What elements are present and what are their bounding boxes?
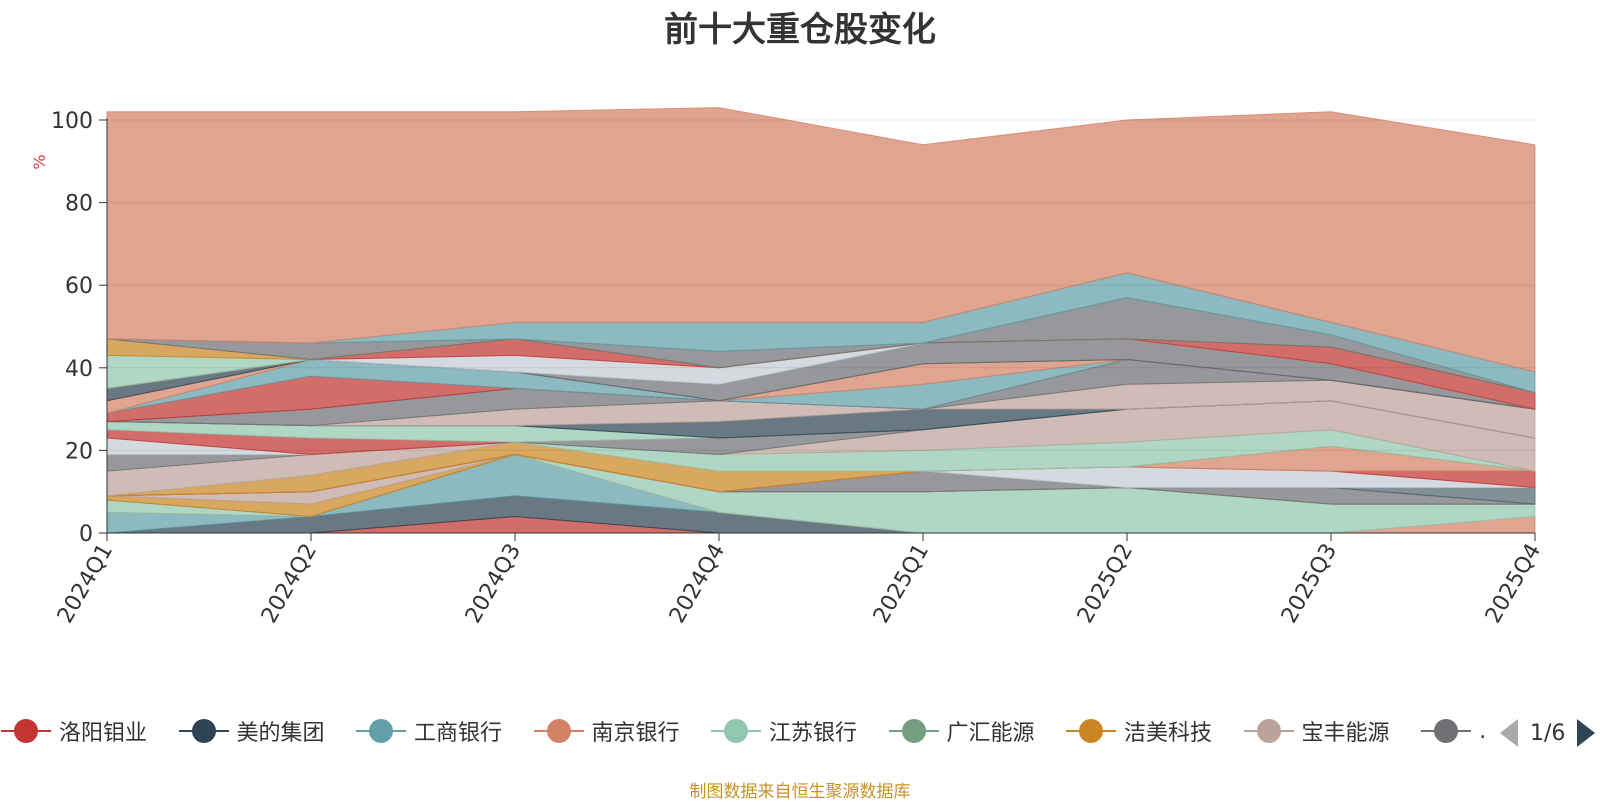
legend-label: 广汇能源	[946, 721, 1035, 746]
x-tick-label: 2025Q2	[1073, 540, 1138, 628]
legend-marker-icon	[711, 719, 761, 743]
legend-marker-icon	[356, 719, 406, 743]
x-tick-label: 2025Q3	[1277, 540, 1342, 628]
x-tick-label: 2025Q1	[869, 540, 934, 628]
legend-marker-icon	[1421, 719, 1471, 743]
legend-item[interactable]: 工商银行	[356, 713, 502, 749]
x-tick-label: 2025Q4	[1481, 540, 1546, 628]
legend-item[interactable]: 广汇能源	[888, 713, 1035, 749]
x-tick-label: 2024Q4	[665, 540, 730, 628]
y-tick-label: 0	[79, 522, 93, 547]
legend-marker-icon	[178, 719, 229, 743]
legend-item[interactable]: 宝丰能源	[1243, 713, 1390, 749]
legend-item[interactable]: …	[1421, 713, 1485, 749]
legend-marker-icon	[533, 719, 584, 743]
legend-label: …	[1479, 719, 1485, 744]
legend-marker-icon	[888, 719, 939, 743]
triangle-left-icon[interactable]	[1500, 719, 1518, 747]
area-series-36	[106, 107, 1536, 373]
legend-item[interactable]: 洛阳钼业	[1, 713, 147, 749]
y-tick-label: 20	[65, 439, 93, 464]
x-tick-label: 2024Q3	[461, 540, 526, 628]
legend-item[interactable]: 江苏银行	[711, 713, 857, 749]
legend-item[interactable]: 南京银行	[533, 713, 680, 749]
legend-marker-icon	[1, 719, 51, 743]
legend-label: 洁美科技	[1124, 721, 1213, 746]
legend-pager: 1/6	[1500, 718, 1596, 748]
source-note: 制图数据来自恒生聚源数据库	[689, 782, 911, 802]
legend-label: 南京银行	[591, 721, 680, 746]
y-tick-label: 80	[65, 192, 93, 217]
legend-marker-icon	[1066, 719, 1116, 743]
y-axis-unit-label: %	[30, 154, 49, 169]
legend-label: 宝丰能源	[1301, 721, 1390, 746]
legend-label: 工商银行	[414, 721, 503, 746]
legend-label: 洛阳钼业	[59, 721, 148, 746]
legend-page-indicator: 1/6	[1530, 720, 1566, 746]
chart-title: 前十大重仓股变化	[664, 10, 936, 50]
y-tick-label: 100	[51, 109, 93, 134]
legend-item[interactable]: 洁美科技	[1066, 713, 1212, 749]
y-tick-label: 40	[65, 357, 93, 382]
legend-label: 江苏银行	[769, 721, 858, 746]
x-tick-label: 2024Q1	[53, 540, 118, 628]
legend-item[interactable]: 美的集团	[178, 713, 325, 749]
legend: 洛阳钼业 美的集团 工商银行 南京银行 江苏银行 广汇能源 洁美科技 宝丰能源 …	[0, 713, 1485, 749]
y-tick-label: 60	[65, 274, 93, 299]
legend-marker-icon	[1243, 719, 1294, 743]
triangle-right-icon[interactable]	[1577, 719, 1596, 747]
legend-label: 美的集团	[236, 721, 325, 746]
x-tick-label: 2024Q2	[257, 540, 322, 628]
